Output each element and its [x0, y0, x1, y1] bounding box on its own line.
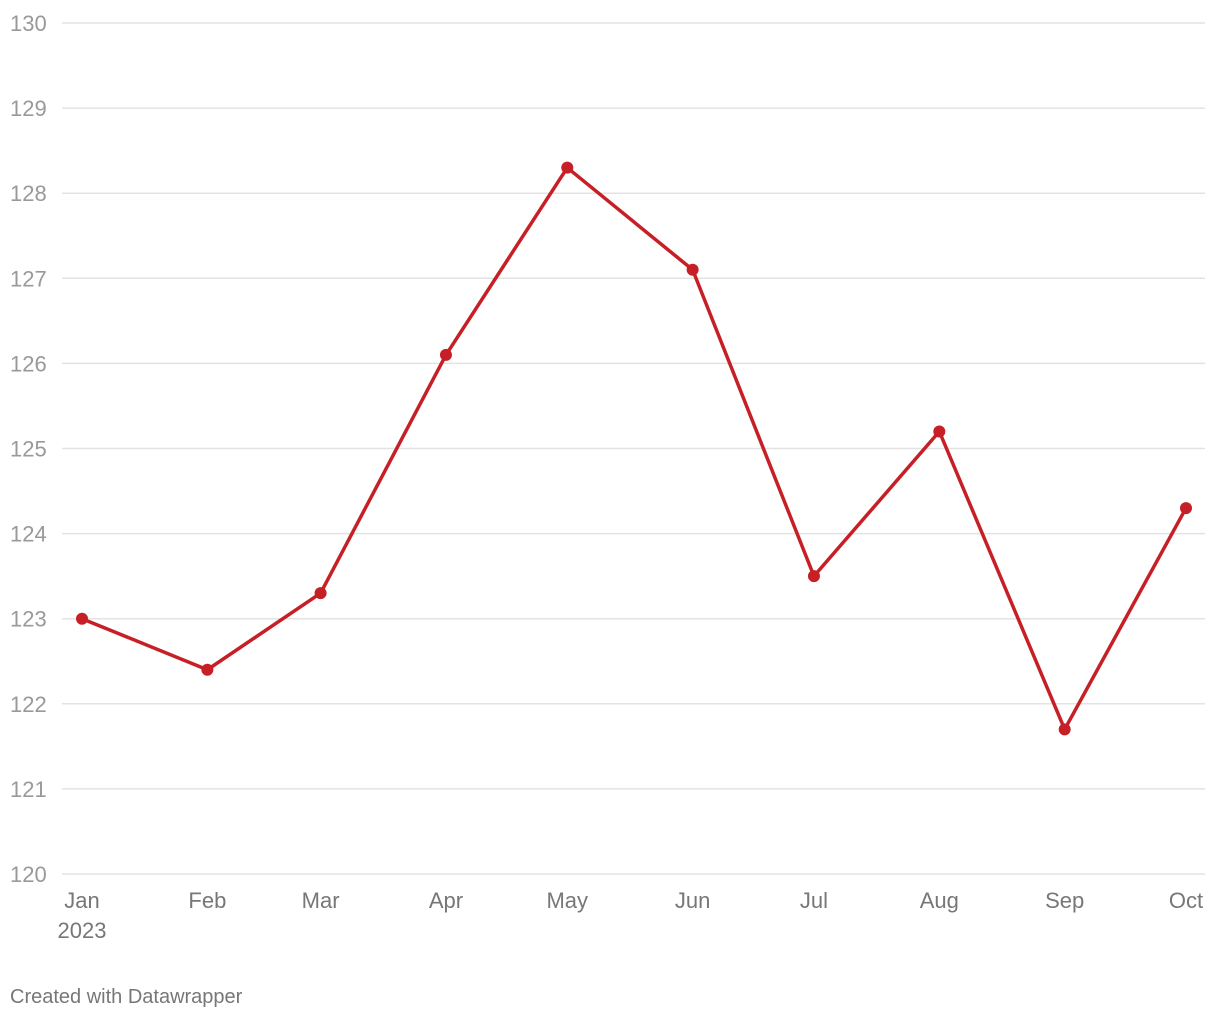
- credit: Created with Datawrapper: [10, 986, 243, 1008]
- y-tick-label: 129: [10, 96, 47, 121]
- point: [1058, 723, 1071, 736]
- y-tick-label: 128: [10, 181, 47, 206]
- y-tick-label: 124: [10, 522, 47, 547]
- y-tick-label: 126: [10, 351, 47, 376]
- x-tick-label: Apr: [429, 888, 463, 913]
- x-tick-label: Mar: [302, 888, 340, 913]
- y-tick-label: 122: [10, 692, 47, 717]
- point: [201, 663, 214, 676]
- x-tick-label: May: [546, 888, 588, 913]
- point: [933, 425, 946, 438]
- y-tick-label: 123: [10, 607, 47, 632]
- point: [439, 348, 452, 361]
- x-tick-label: Jun: [675, 888, 710, 913]
- y-tick-label: 121: [10, 777, 47, 802]
- point: [1180, 502, 1192, 515]
- y-tick-label: 127: [10, 266, 47, 291]
- point: [807, 570, 820, 583]
- x-tick-label: Oct: [1169, 888, 1203, 913]
- y-tick-label: 130: [10, 11, 47, 36]
- x-tick-sublabel: 2023: [58, 918, 107, 943]
- x-tick-label: Feb: [188, 888, 226, 913]
- x-tick-label: Aug: [920, 888, 959, 913]
- point: [314, 587, 327, 600]
- x-tick-label: Sep: [1045, 888, 1084, 913]
- point: [686, 263, 699, 276]
- y-tick-label: 120: [10, 862, 47, 887]
- y-tick-label: 125: [10, 437, 47, 462]
- point: [561, 161, 574, 174]
- line: [81, 165, 1188, 732]
- x-tick-label: Jan: [64, 888, 99, 913]
- x-tick-label: Jul: [800, 888, 828, 913]
- point: [76, 612, 88, 625]
